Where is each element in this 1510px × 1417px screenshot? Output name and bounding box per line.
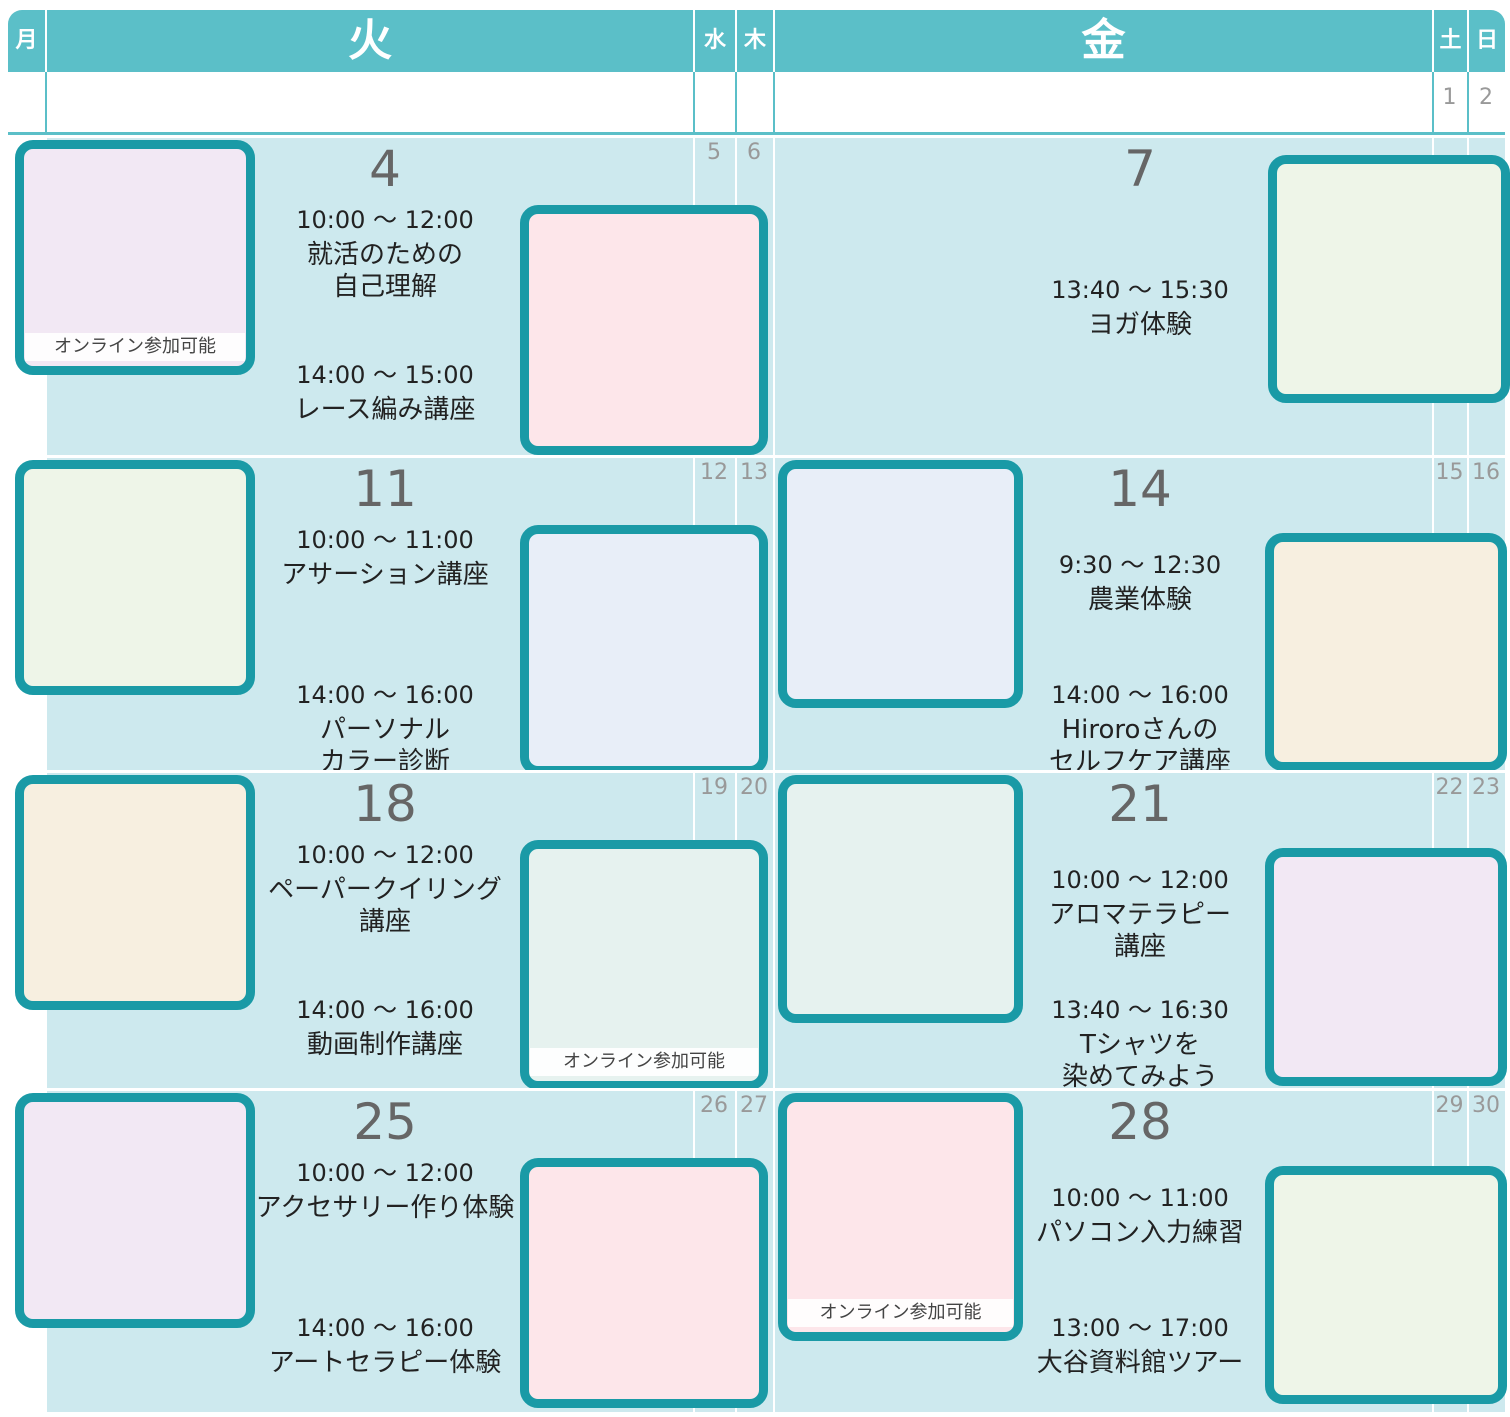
day-label: 水 (693, 10, 735, 72)
session-title: 自己理解 (332, 272, 437, 302)
small-date: 16 (1472, 460, 1500, 485)
session-title: 講座 (1113, 932, 1166, 962)
week-row (45, 455, 1505, 770)
session-time: 13:00 ～ 17:00 (1051, 1314, 1229, 1342)
session-time: 13:40 ～ 15:30 (1051, 276, 1229, 304)
event-image (520, 525, 768, 775)
small-date: 15 (1435, 460, 1464, 485)
event-date: 11 (353, 460, 417, 518)
small-date: 22 (1435, 775, 1464, 800)
event-date: 21 (1108, 775, 1172, 833)
small-date: 12 (700, 460, 728, 485)
session-title: 就活のための (306, 240, 463, 270)
col-line (773, 770, 775, 1088)
header-bar (8, 10, 1505, 72)
session-time: 10:00 ～ 12:00 (296, 206, 474, 234)
small-date: 27 (740, 1093, 768, 1118)
small-date: 23 (1472, 775, 1500, 800)
col-line (773, 1088, 775, 1412)
small-date: 5 (707, 140, 721, 165)
event-image (1265, 533, 1507, 771)
session-time: 10:00 ～ 12:00 (1051, 866, 1229, 894)
session-title: ペーパークイリング (268, 875, 502, 905)
event-image (1268, 155, 1510, 403)
event-date: 7 (1124, 140, 1156, 198)
col-line (773, 455, 775, 770)
session-title: Hiroroさんの (1061, 715, 1219, 745)
session-time: 14:00 ～ 16:00 (1051, 681, 1229, 709)
session-time: 14:00 ～ 16:00 (296, 681, 474, 709)
session-time: 9:30 ～ 12:30 (1058, 551, 1222, 579)
session-time: 10:00 ～ 11:00 (296, 526, 474, 554)
session-title: 動画制作講座 (306, 1030, 463, 1060)
event-image (15, 775, 255, 1010)
online-badge: オンライン参加可能 (788, 1299, 1013, 1327)
session-title: パソコン入力練習 (1035, 1218, 1244, 1248)
small-date: 30 (1472, 1093, 1500, 1118)
event-image (1265, 848, 1507, 1086)
small-date: 20 (740, 775, 768, 800)
session-title: アクセサリー作り体験 (255, 1193, 515, 1223)
session-title: アロマテラピー (1048, 900, 1231, 930)
top-row (8, 72, 1505, 135)
session-time: 14:00 ～ 16:00 (296, 1314, 474, 1342)
session-time: 13:40 ～ 16:30 (1051, 996, 1229, 1024)
day-label: 日 (1467, 10, 1505, 72)
small-date: 2 (1479, 85, 1493, 110)
event-image (15, 1093, 255, 1328)
day-label: 金 (773, 10, 1432, 72)
day-label: 月 (15, 28, 38, 53)
event-date: 18 (353, 775, 417, 833)
event-date: 25 (353, 1093, 417, 1151)
event-image (520, 1158, 768, 1408)
event-image (778, 460, 1023, 708)
session-title: 農業体験 (1087, 585, 1192, 615)
session-time: 10:00 ～ 12:00 (296, 841, 474, 869)
event-image (15, 460, 255, 695)
event-image (520, 205, 768, 455)
session-time: 14:00 ～ 16:00 (296, 996, 474, 1024)
event-date: 4 (369, 140, 401, 198)
event-image (778, 775, 1023, 1023)
small-date: 29 (1435, 1093, 1464, 1118)
session-time: 10:00 ～ 12:00 (296, 1159, 474, 1187)
session-title: Tシャツを (1080, 1030, 1200, 1060)
day-label: 土 (1432, 10, 1467, 72)
week-row (45, 1088, 1505, 1412)
session-title: 大谷資料館ツアー (1036, 1348, 1244, 1378)
session-title: パーソナル (319, 715, 450, 745)
session-title: アサーション講座 (281, 560, 489, 590)
col-line (773, 135, 775, 455)
small-date: 6 (747, 140, 761, 165)
small-date: 13 (740, 460, 768, 485)
session-title: アートセラピー体験 (268, 1348, 502, 1378)
session-time: 14:00 ～ 15:00 (296, 361, 474, 389)
event-date: 28 (1108, 1093, 1172, 1151)
small-date: 19 (700, 775, 728, 800)
event-image (1265, 1166, 1507, 1404)
week-row (45, 770, 1505, 1088)
day-label: 木 (735, 10, 773, 72)
session-title: ヨガ体験 (1087, 310, 1192, 340)
event-date: 14 (1108, 460, 1172, 518)
session-title: レース編み講座 (294, 395, 476, 425)
day-label: 火 (45, 10, 693, 72)
small-date: 26 (700, 1093, 728, 1118)
week-row (45, 135, 1505, 455)
online-badge: オンライン参加可能 (530, 1048, 758, 1076)
online-badge: オンライン参加可能 (25, 333, 245, 361)
session-title: 講座 (358, 907, 411, 937)
small-date: 1 (1442, 85, 1457, 110)
session-time: 10:00 ～ 11:00 (1051, 1184, 1229, 1212)
session-title: 染めてみよう (1061, 1062, 1218, 1092)
